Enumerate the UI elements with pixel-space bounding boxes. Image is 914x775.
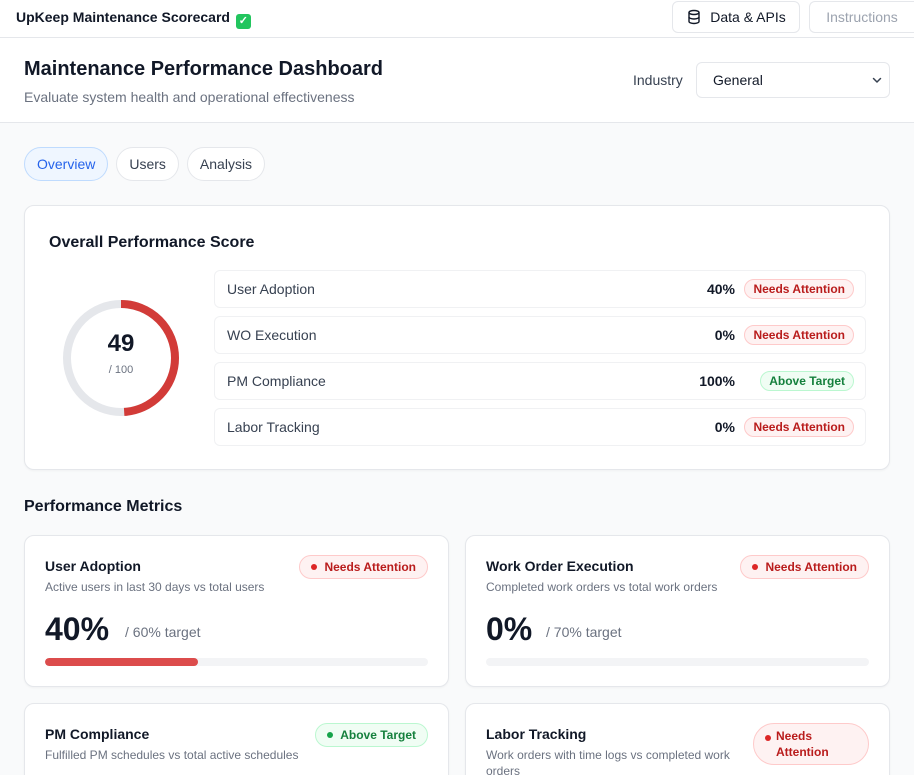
score-row-value: 100% bbox=[699, 373, 735, 389]
chevron-down-icon bbox=[872, 77, 882, 83]
metric-title: User Adoption bbox=[45, 558, 141, 574]
metric-card-work-order-execution: Work Order Execution Completed work orde… bbox=[465, 535, 890, 687]
metric-card-labor-tracking: Labor Tracking Work orders with time log… bbox=[465, 703, 890, 775]
overall-score-max: / 100 bbox=[108, 364, 134, 376]
metric-description: Active users in last 30 days vs total us… bbox=[45, 580, 265, 594]
score-row-value: 0% bbox=[714, 419, 735, 435]
tab-overview[interactable]: Overview bbox=[24, 147, 109, 181]
status-dot-icon bbox=[327, 732, 334, 738]
score-row-value: 0% bbox=[714, 327, 735, 343]
overall-score-card: Overall Performance Score 49 / 100 User … bbox=[24, 205, 890, 470]
metric-progress-bar bbox=[486, 658, 869, 666]
status-badge-label: Needs Attention bbox=[765, 560, 857, 574]
performance-metrics-title: Performance Metrics bbox=[24, 498, 183, 515]
tab-bar: Overview Users Analysis bbox=[24, 147, 266, 181]
status-badge-label: Needs Attention bbox=[324, 560, 416, 574]
status-badge: Needs Attention bbox=[744, 325, 854, 345]
status-badge-label: Above Target bbox=[340, 728, 416, 742]
top-bar: UpKeep Maintenance Scorecard ✓ Data & AP… bbox=[0, 0, 914, 38]
metric-card-user-adoption: User Adoption Active users in last 30 da… bbox=[24, 535, 449, 687]
tab-users[interactable]: Users bbox=[116, 147, 179, 181]
metric-description: Completed work orders vs total work orde… bbox=[486, 580, 718, 594]
instructions-button[interactable]: Instructions bbox=[809, 1, 914, 33]
score-row-wo-execution: WO Execution 0% Needs Attention bbox=[214, 316, 866, 354]
status-badge: Needs Attention bbox=[740, 555, 869, 579]
score-row-value: 40% bbox=[706, 281, 735, 297]
metric-title: Work Order Execution bbox=[486, 558, 634, 574]
app-title: UpKeep Maintenance Scorecard ✓ bbox=[16, 9, 251, 29]
metric-card-pm-compliance: PM Compliance Fulfilled PM schedules vs … bbox=[24, 703, 449, 775]
gauge-arc bbox=[63, 300, 179, 416]
metric-progress-fill bbox=[45, 658, 199, 666]
score-row-label: User Adoption bbox=[227, 281, 315, 297]
score-row-label: WO Execution bbox=[227, 327, 317, 343]
page-header: Maintenance Performance Dashboard Evalua… bbox=[0, 38, 914, 123]
metric-value: 0% bbox=[486, 611, 533, 647]
check-icon: ✓ bbox=[235, 14, 251, 29]
metric-description: Fulfilled PM schedules vs total active s… bbox=[45, 748, 299, 762]
status-badge: Above Target bbox=[760, 371, 854, 391]
metric-target: / 70% target bbox=[546, 624, 622, 640]
status-badge: Needs Attention bbox=[744, 279, 854, 299]
tab-analysis[interactable]: Analysis bbox=[186, 147, 266, 181]
page-subtitle: Evaluate system health and operational e… bbox=[24, 89, 355, 105]
industry-select-value: General bbox=[713, 72, 763, 88]
status-dot-icon bbox=[752, 564, 759, 570]
status-badge-label: Needs Attention bbox=[776, 729, 829, 759]
database-icon bbox=[688, 9, 700, 25]
metric-title: Labor Tracking bbox=[486, 726, 587, 742]
status-badge: Above Target bbox=[315, 723, 428, 747]
score-row-pm-compliance: PM Compliance 100% Above Target bbox=[214, 362, 866, 400]
data-apis-label: Data & APIs bbox=[710, 9, 786, 25]
overall-score-value: 49 bbox=[107, 330, 135, 357]
overall-score-title: Overall Performance Score bbox=[49, 234, 255, 251]
status-badge: Needs Attention bbox=[744, 417, 854, 437]
app-title-text: UpKeep Maintenance Scorecard bbox=[16, 9, 230, 25]
status-dot-icon bbox=[311, 564, 318, 570]
page-title: Maintenance Performance Dashboard bbox=[24, 58, 383, 80]
metric-target: / 60% target bbox=[125, 624, 201, 640]
industry-select[interactable]: General bbox=[696, 62, 890, 98]
score-gauge bbox=[63, 300, 179, 416]
metric-title: PM Compliance bbox=[45, 726, 150, 742]
score-row-labor-tracking: Labor Tracking 0% Needs Attention bbox=[214, 408, 866, 446]
metric-description: Work orders with time logs vs completed … bbox=[486, 748, 730, 775]
score-row-label: Labor Tracking bbox=[227, 419, 320, 435]
score-row-user-adoption: User Adoption 40% Needs Attention bbox=[214, 270, 866, 308]
data-apis-button[interactable]: Data & APIs bbox=[672, 1, 800, 33]
metric-progress-bar bbox=[45, 658, 428, 666]
instructions-label: Instructions bbox=[826, 9, 898, 25]
score-row-label: PM Compliance bbox=[227, 373, 326, 389]
status-badge: Needs Attention bbox=[753, 723, 869, 765]
status-badge: Needs Attention bbox=[299, 555, 428, 579]
status-dot-icon bbox=[765, 735, 771, 741]
industry-label: Industry bbox=[633, 72, 683, 88]
metric-value: 40% bbox=[45, 611, 110, 647]
